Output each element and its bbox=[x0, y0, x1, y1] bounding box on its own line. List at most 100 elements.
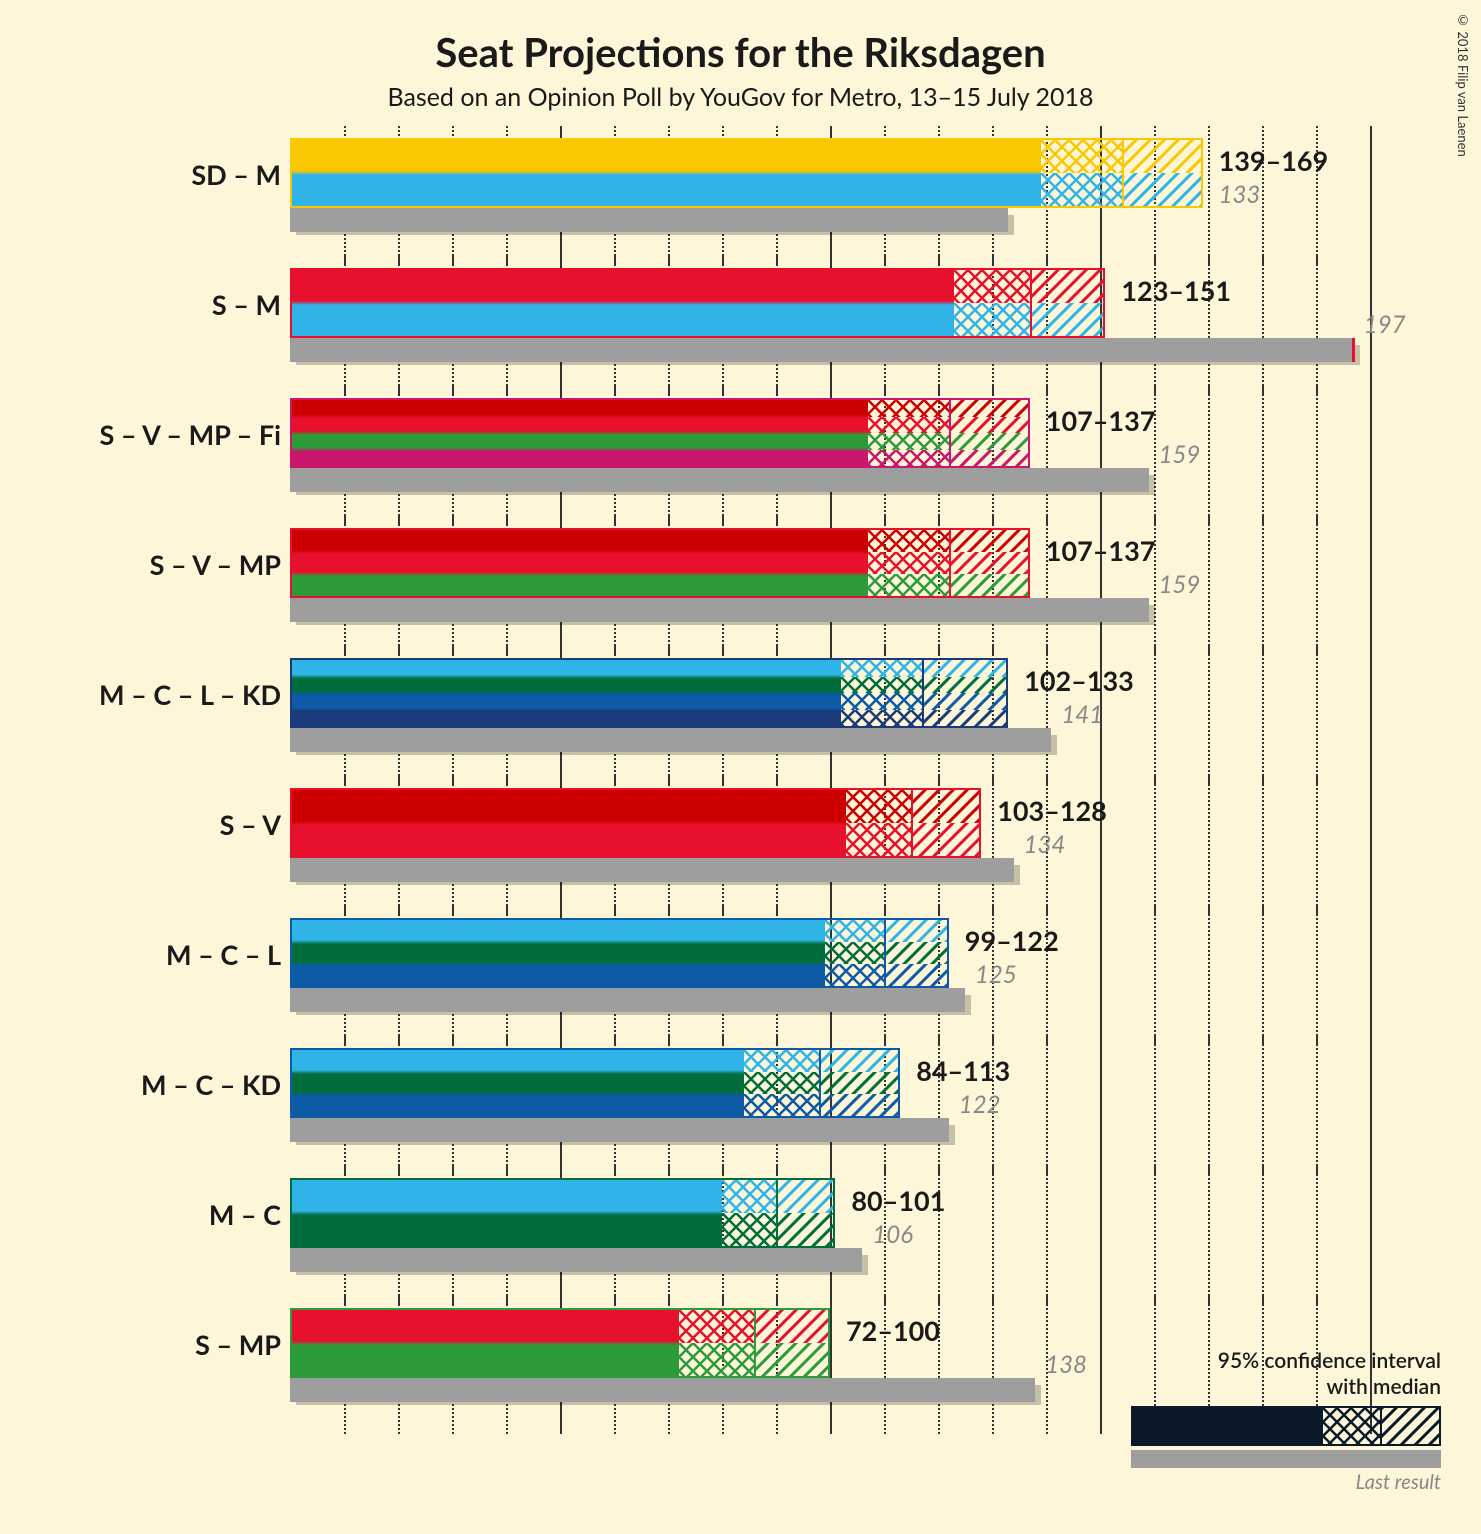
row-label: S – MP bbox=[21, 1328, 281, 1361]
range-label: 103–128 bbox=[997, 794, 1107, 827]
last-result-bar bbox=[290, 1118, 949, 1142]
legend-last-bar bbox=[1131, 1450, 1441, 1468]
gridline-minor bbox=[1316, 646, 1318, 784]
projection-bar bbox=[290, 268, 1105, 338]
gridline-minor bbox=[1154, 1166, 1156, 1304]
chart-row: M – C – KD 84–113 122 bbox=[0, 1040, 1481, 1170]
gridline-major bbox=[1370, 126, 1372, 264]
gridline-minor bbox=[1262, 776, 1264, 914]
last-result-bar bbox=[290, 468, 1149, 492]
chart-row: S – M123–151197 bbox=[0, 260, 1481, 390]
last-result-marker bbox=[1352, 338, 1355, 362]
chart-row: S – V – MP 107–137159 bbox=[0, 520, 1481, 650]
last-result-label: 197 bbox=[1364, 310, 1406, 339]
projection-bar bbox=[290, 918, 949, 988]
projection-bar bbox=[290, 138, 1203, 208]
gridline-minor bbox=[1046, 1166, 1048, 1304]
legend-last-label: Last result bbox=[1131, 1470, 1441, 1494]
chart-subtitle: Based on an Opinion Poll by YouGov for M… bbox=[0, 76, 1481, 112]
row-label: S – V bbox=[21, 808, 281, 841]
legend-ci-bar bbox=[1131, 1406, 1441, 1446]
last-result-bar bbox=[290, 598, 1149, 622]
chart-row: SD – M 139–169 133 bbox=[0, 130, 1481, 260]
gridline-minor bbox=[1262, 256, 1264, 394]
last-result-bar bbox=[290, 1378, 1035, 1402]
last-result-bar bbox=[290, 338, 1354, 362]
gridline-minor bbox=[992, 1166, 994, 1304]
range-label: 72–100 bbox=[846, 1314, 940, 1347]
row-label: M – C – L bbox=[21, 938, 281, 971]
last-result-bar bbox=[290, 1248, 862, 1272]
row-label: M – C – L – KD bbox=[21, 678, 281, 711]
last-result-bar bbox=[290, 988, 965, 1012]
chart-title: Seat Projections for the Riksdagen bbox=[0, 0, 1481, 76]
gridline-minor bbox=[1208, 906, 1210, 1044]
chart-row: S – V 103–128 134 bbox=[0, 780, 1481, 910]
gridline-major bbox=[1100, 1296, 1102, 1434]
gridline-major bbox=[1370, 646, 1372, 784]
last-result-bar bbox=[290, 208, 1008, 232]
last-result-label: 133 bbox=[1219, 180, 1261, 209]
last-result-label: 122 bbox=[959, 1090, 1001, 1119]
projection-bar bbox=[290, 528, 1030, 598]
gridline-minor bbox=[1262, 1036, 1264, 1174]
legend: 95% confidence interval with median Last… bbox=[1131, 1348, 1441, 1495]
legend-solid bbox=[1131, 1406, 1323, 1446]
gridline-minor bbox=[1208, 776, 1210, 914]
chart-row: M – C – L – KD102–133141 bbox=[0, 650, 1481, 780]
gridline-minor bbox=[1046, 1036, 1048, 1174]
last-result-label: 159 bbox=[1159, 570, 1201, 599]
gridline-minor bbox=[1154, 776, 1156, 914]
last-result-bar bbox=[290, 858, 1014, 882]
gridline-minor bbox=[1316, 1166, 1318, 1304]
gridline-major bbox=[1370, 906, 1372, 1044]
row-label: S – V – MP – Fi bbox=[21, 418, 281, 451]
gridline-minor bbox=[1154, 1036, 1156, 1174]
gridline-minor bbox=[992, 776, 994, 914]
gridline-minor bbox=[1208, 646, 1210, 784]
range-label: 99–122 bbox=[965, 924, 1059, 957]
gridline-major bbox=[830, 1296, 832, 1434]
gridline-minor bbox=[1154, 906, 1156, 1044]
chart-area: SD – M139–169133S – M123–151197S – V – M… bbox=[0, 130, 1481, 1430]
chart-row: M – C 80–101 106 bbox=[0, 1170, 1481, 1300]
gridline-major bbox=[1370, 776, 1372, 914]
range-label: 139–169 bbox=[1219, 144, 1329, 177]
gridline-major bbox=[1370, 1036, 1372, 1174]
chart-row: S – V – MP – Fi107–137159 bbox=[0, 390, 1481, 520]
gridline-minor bbox=[1316, 386, 1318, 524]
last-result-label: 125 bbox=[975, 960, 1017, 989]
legend-line2: with median bbox=[1131, 1374, 1441, 1400]
gridline-minor bbox=[1262, 646, 1264, 784]
projection-bar bbox=[290, 788, 981, 858]
gridline-minor bbox=[1208, 126, 1210, 264]
last-result-label: 138 bbox=[1045, 1350, 1087, 1379]
gridline-minor bbox=[1316, 906, 1318, 1044]
row-label: SD – M bbox=[21, 158, 281, 191]
row-label: M – C – KD bbox=[21, 1068, 281, 1101]
projection-bar bbox=[290, 1178, 835, 1248]
gridline-minor bbox=[1208, 386, 1210, 524]
legend-line1: 95% confidence interval bbox=[1131, 1348, 1441, 1374]
legend-diagonal bbox=[1382, 1406, 1441, 1446]
gridline-minor bbox=[1262, 516, 1264, 654]
gridline-major bbox=[1100, 1036, 1102, 1174]
gridline-minor bbox=[1316, 776, 1318, 914]
row-label: M – C bbox=[21, 1198, 281, 1231]
projection-bar bbox=[290, 398, 1030, 468]
last-result-label: 141 bbox=[1061, 700, 1103, 729]
range-label: 107–137 bbox=[1046, 534, 1156, 567]
row-label: S – V – MP bbox=[21, 548, 281, 581]
gridline-minor bbox=[1316, 256, 1318, 394]
gridline-major bbox=[1100, 1166, 1102, 1304]
gridline-minor bbox=[1262, 906, 1264, 1044]
last-result-label: 159 bbox=[1159, 440, 1201, 469]
legend-crosshatch bbox=[1323, 1406, 1382, 1446]
range-label: 80–101 bbox=[851, 1184, 945, 1217]
gridline-minor bbox=[1208, 1036, 1210, 1174]
range-label: 84–113 bbox=[916, 1054, 1010, 1087]
gridline-major bbox=[1370, 386, 1372, 524]
last-result-label: 106 bbox=[872, 1220, 913, 1249]
last-result-label: 134 bbox=[1024, 830, 1066, 859]
projection-bar bbox=[290, 1308, 830, 1378]
